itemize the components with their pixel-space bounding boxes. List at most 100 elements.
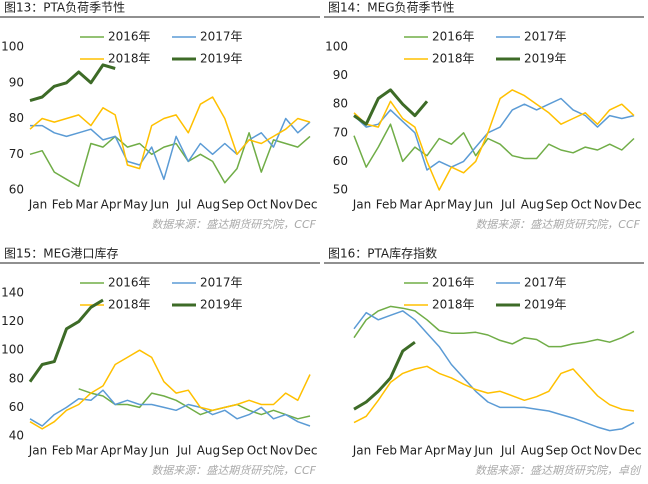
x-tick-label: Dec — [618, 444, 641, 458]
legend-label: 2017年 — [524, 30, 567, 44]
series-line — [29, 389, 311, 427]
source-note: 数据来源：盛达期货研究院，卓创 — [475, 464, 642, 477]
series-line — [353, 365, 635, 424]
x-tick-label: Aug — [197, 198, 220, 212]
x-tick-label: Nov — [270, 444, 293, 458]
x-tick-label: Apr — [425, 198, 446, 212]
legend-label: 2017年 — [200, 276, 243, 290]
series-line — [353, 89, 635, 191]
x-tick-label: Dec — [294, 198, 317, 212]
legend-label: 2018年 — [432, 298, 475, 312]
x-tick-label: Aug — [521, 444, 544, 458]
source-note: 数据来源：盛达期货研究院，CCF — [475, 218, 640, 231]
y-tick-label: 100 — [1, 40, 24, 54]
series-line — [353, 340, 416, 411]
x-tick-label: Sep — [545, 198, 568, 212]
legend-label: 2016年 — [432, 276, 475, 290]
x-tick-label: Oct — [571, 444, 592, 458]
x-tick-label: Oct — [571, 198, 592, 212]
chart-title: 图15：MEG港口库存 — [4, 246, 119, 261]
x-tick-label: Dec — [294, 444, 317, 458]
y-tick-label: 60 — [333, 154, 348, 168]
x-tick-label: Sep — [221, 198, 244, 212]
legend-label: 2019年 — [524, 298, 567, 312]
x-tick-label: May — [447, 198, 472, 212]
legend-label: 2016年 — [432, 30, 475, 44]
series-line — [353, 88, 429, 126]
legend-label: 2019年 — [200, 52, 243, 66]
series-line — [29, 349, 311, 430]
y-tick-label: 90 — [9, 75, 24, 89]
x-tick-label: Aug — [197, 444, 220, 458]
y-tick-label: 120 — [1, 314, 24, 328]
chart-title: 图13：PTA负荷季节性 — [4, 1, 125, 15]
legend-label: 2018年 — [108, 52, 151, 66]
source-note: 数据来源：盛达期货研究院，CCF — [151, 464, 316, 477]
x-tick-label: Feb — [52, 198, 73, 212]
y-tick-label: 90 — [333, 68, 348, 82]
y-tick-label: 80 — [9, 371, 24, 385]
x-tick-label: Aug — [521, 198, 544, 212]
series-line — [29, 132, 311, 188]
x-tick-label: Jan — [28, 444, 48, 458]
x-tick-label: Nov — [594, 198, 617, 212]
series-line — [28, 298, 104, 383]
x-tick-label: Sep — [545, 444, 568, 458]
y-tick-label: 100 — [325, 40, 348, 54]
x-tick-label: Jun — [473, 444, 493, 458]
legend-label: 2016年 — [108, 30, 151, 44]
x-tick-label: Jul — [176, 198, 191, 212]
x-tick-label: Jul — [500, 198, 515, 212]
legend-label: 2018年 — [108, 298, 151, 312]
y-tick-label: 70 — [333, 125, 348, 139]
y-tick-label: 60 — [9, 400, 24, 414]
x-tick-label: Jan — [352, 198, 372, 212]
series-line — [353, 310, 635, 432]
x-tick-label: Nov — [270, 198, 293, 212]
x-tick-label: Feb — [52, 444, 73, 458]
legend-label: 2017年 — [200, 30, 243, 44]
y-tick-label: 80 — [333, 97, 348, 111]
series-line — [30, 117, 311, 181]
x-tick-label: Feb — [376, 198, 397, 212]
x-tick-label: Jun — [149, 444, 169, 458]
legend-label: 2018年 — [432, 52, 475, 66]
x-tick-label: Mar — [75, 444, 98, 458]
y-tick-label: 50 — [333, 183, 348, 197]
chart-title: 图16：PTA库存指数 — [328, 246, 437, 261]
x-tick-label: Jul — [176, 444, 191, 458]
series-line — [29, 96, 311, 170]
x-tick-label: Apr — [425, 444, 446, 458]
legend-label: 2017年 — [524, 276, 567, 290]
x-tick-label: May — [447, 444, 472, 458]
series-line — [353, 97, 635, 171]
x-tick-label: Jan — [28, 198, 48, 212]
x-tick-label: Sep — [221, 444, 244, 458]
chart-title: 图14：MEG负荷季节性 — [328, 1, 455, 15]
y-tick-label: 60 — [9, 183, 24, 197]
legend-label: 2019年 — [200, 298, 243, 312]
x-tick-label: Jan — [352, 444, 372, 458]
y-tick-label: 70 — [9, 147, 24, 161]
series-line — [29, 63, 116, 103]
x-tick-label: Oct — [247, 444, 268, 458]
x-tick-label: Mar — [399, 198, 422, 212]
source-note: 数据来源：盛达期货研究院，CCF — [151, 218, 316, 231]
x-tick-label: Nov — [594, 444, 617, 458]
series-line — [353, 305, 635, 348]
series-line — [353, 123, 635, 168]
x-tick-label: Mar — [75, 198, 98, 212]
x-tick-label: Jun — [149, 198, 169, 212]
x-tick-label: Jun — [473, 198, 493, 212]
x-tick-label: Dec — [618, 198, 641, 212]
x-tick-label: Oct — [247, 198, 268, 212]
legend-label: 2016年 — [108, 276, 151, 290]
x-tick-label: Apr — [101, 444, 122, 458]
y-tick-label: 80 — [9, 111, 24, 125]
x-tick-label: Jul — [500, 444, 515, 458]
x-tick-label: Mar — [399, 444, 422, 458]
y-tick-label: 40 — [9, 429, 24, 443]
x-tick-label: Feb — [376, 444, 397, 458]
x-tick-label: May — [123, 198, 148, 212]
